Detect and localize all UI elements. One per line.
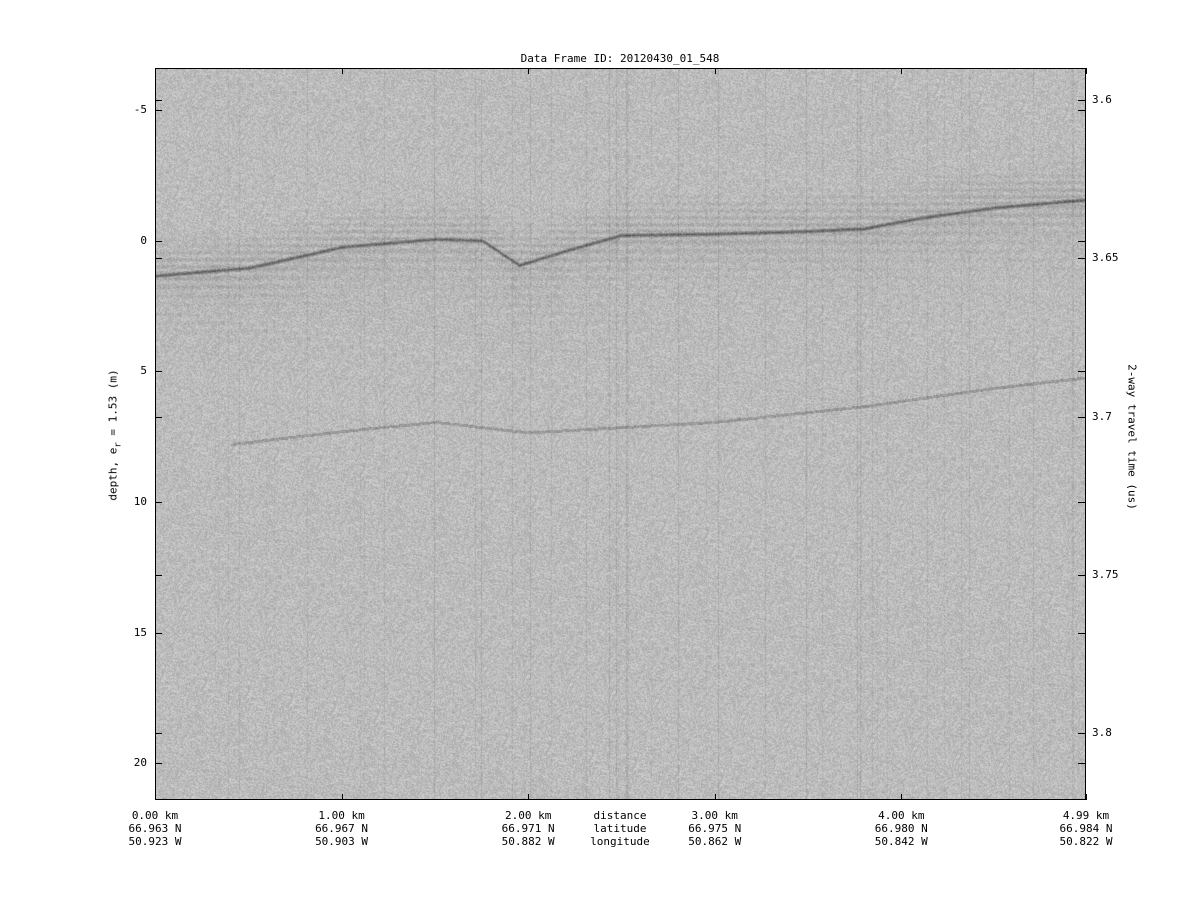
x-tick-top	[155, 68, 156, 74]
echogram-plot	[155, 68, 1086, 800]
y2-tick-label: 3.75	[1092, 568, 1119, 581]
y2-tick-label: 3.6	[1092, 93, 1112, 106]
x-tick	[341, 794, 343, 800]
y-tick	[155, 501, 162, 503]
y2-tick-left	[155, 575, 162, 576]
x-tick-latitude: 66.980 N	[874, 822, 928, 835]
y-label-suffix: = 1.53 (m)	[106, 369, 120, 443]
x-tick-top	[1086, 68, 1087, 74]
x-tick	[1086, 794, 1087, 800]
chart-title: Data Frame ID: 20120430_01_548	[520, 52, 720, 65]
x-tick-longitude: 50.822 W	[1059, 835, 1113, 848]
y-tick-right	[1078, 501, 1085, 503]
x-tick-distance: 4.99 km	[1062, 809, 1110, 822]
y2-tick-left	[155, 258, 162, 259]
y-tick	[155, 632, 162, 634]
x-tick	[155, 794, 156, 800]
x-row-label-latitude: latitude	[593, 822, 647, 835]
y2-tick	[1078, 417, 1085, 418]
x-tick-latitude: 66.963 N	[128, 822, 182, 835]
echogram-image	[156, 69, 1085, 799]
y-tick-right	[1078, 632, 1085, 634]
y-tick-label: 15	[133, 625, 147, 639]
y-tick-right	[1078, 763, 1085, 765]
y2-tick-left	[155, 417, 162, 418]
y2-tick-left	[155, 100, 162, 101]
y2-axis-label: 2-way travel time (us)	[1125, 364, 1139, 510]
y-tick	[155, 109, 162, 111]
x-tick	[714, 794, 716, 800]
y2-tick-label: 3.7	[1092, 410, 1112, 423]
y-tick-label: 20	[133, 756, 147, 770]
y-tick	[155, 763, 162, 765]
y2-tick-label: 3.65	[1092, 251, 1119, 264]
y-tick-right	[1078, 371, 1085, 373]
x-tick-latitude: 66.984 N	[1059, 822, 1113, 835]
x-tick-longitude: 50.862 W	[688, 835, 742, 848]
y-tick	[155, 240, 162, 242]
x-tick-top	[341, 68, 343, 74]
y-label-text: depth, e	[106, 447, 120, 501]
x-tick-longitude: 50.882 W	[501, 835, 555, 848]
y2-tick	[1078, 258, 1085, 259]
y-axis-label: depth, er = 1.53 (m)	[106, 369, 124, 501]
x-tick-distance: 3.00 km	[691, 809, 738, 822]
x-tick-top	[528, 68, 530, 74]
x-tick-distance: 2.00 km	[504, 809, 552, 822]
x-tick	[901, 794, 903, 800]
y2-tick	[1078, 575, 1085, 576]
y2-tick-left	[155, 733, 162, 734]
y-tick-label: -5	[133, 102, 147, 116]
y2-tick-label: 3.8	[1092, 726, 1112, 739]
y-tick-label: 5	[140, 364, 147, 378]
x-row-label-longitude: longitude	[590, 835, 650, 848]
x-tick-top	[714, 68, 716, 74]
y-tick-right	[1078, 109, 1085, 111]
y-tick-label: 10	[133, 494, 147, 508]
y-tick-right	[1078, 240, 1085, 242]
x-row-label-distance: distance	[593, 809, 647, 822]
x-tick-longitude: 50.903 W	[315, 835, 369, 848]
y-tick-label: 0	[140, 233, 147, 247]
x-tick-distance: 0.00 km	[131, 809, 179, 822]
x-tick-latitude: 66.967 N	[315, 822, 369, 835]
x-tick-distance: 1.00 km	[318, 809, 365, 822]
x-tick-latitude: 66.975 N	[688, 822, 742, 835]
x-tick	[528, 794, 530, 800]
x-tick-distance: 4.00 km	[878, 809, 925, 822]
y2-tick	[1078, 100, 1085, 101]
x-tick-longitude: 50.923 W	[128, 835, 182, 848]
y-label-subscript: r	[113, 442, 124, 448]
x-tick-top	[901, 68, 903, 74]
y-tick	[155, 371, 162, 373]
x-tick-latitude: 66.971 N	[501, 822, 555, 835]
y2-tick	[1078, 733, 1085, 734]
x-tick-longitude: 50.842 W	[874, 835, 928, 848]
